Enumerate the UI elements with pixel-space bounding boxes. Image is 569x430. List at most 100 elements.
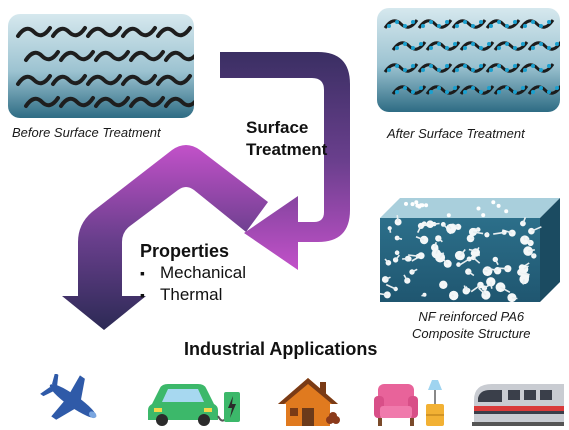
nanofiber-link	[500, 286, 511, 294]
nanofiber-link	[403, 274, 408, 282]
surface-group-dot	[505, 68, 509, 72]
nanofiber-link	[511, 296, 518, 300]
surface-group-dot	[403, 24, 407, 28]
nanofiber-link	[478, 287, 487, 296]
nanofiber-link	[416, 225, 422, 233]
surface-group-dot	[421, 24, 425, 28]
surface-group-dot	[471, 42, 475, 46]
surface-group-dot	[445, 46, 449, 50]
surface-group-dot	[521, 42, 525, 46]
nanofiber-node-top	[491, 200, 496, 205]
nanofiber-node-top	[496, 203, 501, 208]
surface-group-dot	[421, 68, 425, 72]
fiber-strand	[86, 74, 122, 86]
armchair-lamp-icon	[374, 380, 444, 426]
nanofiber-node	[523, 246, 533, 256]
treated-fiber-strand	[383, 19, 419, 29]
fiber-strand	[59, 96, 95, 108]
nanofiber-link	[428, 222, 431, 225]
surface-group-dot	[547, 46, 551, 50]
surface-group-dot	[539, 42, 543, 46]
surface-group-dot	[531, 46, 535, 50]
fiber-strand	[164, 96, 194, 108]
surface-group-dot	[479, 64, 483, 68]
nanofiber-node	[507, 293, 517, 302]
treated-fiber-strand	[459, 85, 495, 95]
surface-group-dot	[471, 68, 475, 72]
surface-treatment-line2: Treatment	[246, 140, 328, 159]
nanofiber-node	[475, 227, 481, 232]
fiber-strand	[86, 26, 122, 38]
nanofiber-node	[504, 265, 512, 273]
nanofiber-link	[384, 258, 389, 264]
surface-group-dot	[395, 64, 399, 68]
surface-group-dot	[463, 90, 467, 94]
treated-fiber-strand	[391, 85, 427, 95]
surface-group-dot	[437, 86, 441, 90]
nanofiber-node-top	[446, 213, 451, 218]
nanofiber-link	[493, 231, 505, 235]
fiber-strand	[16, 26, 52, 38]
surface-group-dot	[531, 20, 535, 24]
nanofiber-node	[415, 253, 421, 259]
nanofiber-node	[404, 277, 411, 284]
treated-fiber-strand	[519, 19, 555, 29]
nanofiber-link	[408, 254, 419, 257]
surface-group-dot	[453, 86, 457, 90]
fiber-strand	[94, 96, 130, 108]
surface-group-dot	[411, 20, 415, 24]
nanofiber-link	[394, 254, 401, 261]
surface-group-dot	[463, 64, 467, 68]
treated-fiber-strand	[417, 63, 453, 73]
nanofiber-link	[380, 293, 388, 296]
nanofiber-link	[468, 248, 477, 252]
nanofiber-node	[486, 277, 496, 287]
nanofiber-node	[519, 274, 529, 285]
treated-fiber-strand	[391, 41, 427, 51]
composite-caption-line1: NF reinforced PA6	[418, 309, 525, 324]
surface-group-dot	[497, 20, 501, 24]
surface-group-dot	[521, 86, 525, 90]
before-treatment-panel	[8, 14, 194, 118]
electric-car-charging-icon	[148, 384, 240, 426]
surface-group-dot	[539, 68, 543, 72]
surface-group-dot	[513, 46, 517, 50]
surface-group-dot	[487, 86, 491, 90]
surface-group-dot	[487, 42, 491, 46]
surface-group-dot	[505, 86, 509, 90]
surface-group-dot	[513, 64, 517, 68]
nanofiber-link	[486, 232, 489, 235]
nanofiber-node-top	[404, 201, 408, 206]
surface-group-dot	[429, 46, 433, 50]
nanofiber-link	[396, 214, 399, 223]
surface-group-dot	[547, 90, 551, 94]
surface-group-dot	[403, 68, 407, 72]
treated-fiber-strand	[527, 41, 560, 51]
nanofiber-link	[533, 253, 536, 257]
train-icon	[472, 384, 564, 426]
surface-group-dot	[429, 64, 433, 68]
surface-group-dot	[497, 64, 501, 68]
surface-group-dot	[395, 90, 399, 94]
surface-group-dot	[455, 24, 459, 28]
treated-fiber-strand	[485, 19, 521, 29]
surface-group-dot	[387, 68, 391, 72]
surface-group-dot	[453, 42, 457, 46]
surface-group-dot	[505, 24, 509, 28]
surface-group-dot	[513, 20, 517, 24]
nanofiber-link	[473, 227, 479, 231]
surface-group-dot	[539, 86, 543, 90]
nanofiber-link	[490, 281, 493, 289]
surface-group-dot	[463, 20, 467, 24]
nanofiber-node	[417, 222, 425, 229]
nanofiber-link	[385, 283, 397, 290]
surface-group-dot	[411, 46, 415, 50]
surface-group-dot	[463, 46, 467, 50]
properties-item-thermal: Thermal	[140, 284, 246, 306]
nanofiber-link	[531, 226, 542, 232]
treated-fiber-strand	[425, 85, 461, 95]
treated-fiber-strand	[451, 19, 487, 29]
treated-fiber-strand	[493, 41, 529, 51]
nanofiber-node	[439, 280, 448, 289]
fiber-strand	[94, 50, 130, 62]
